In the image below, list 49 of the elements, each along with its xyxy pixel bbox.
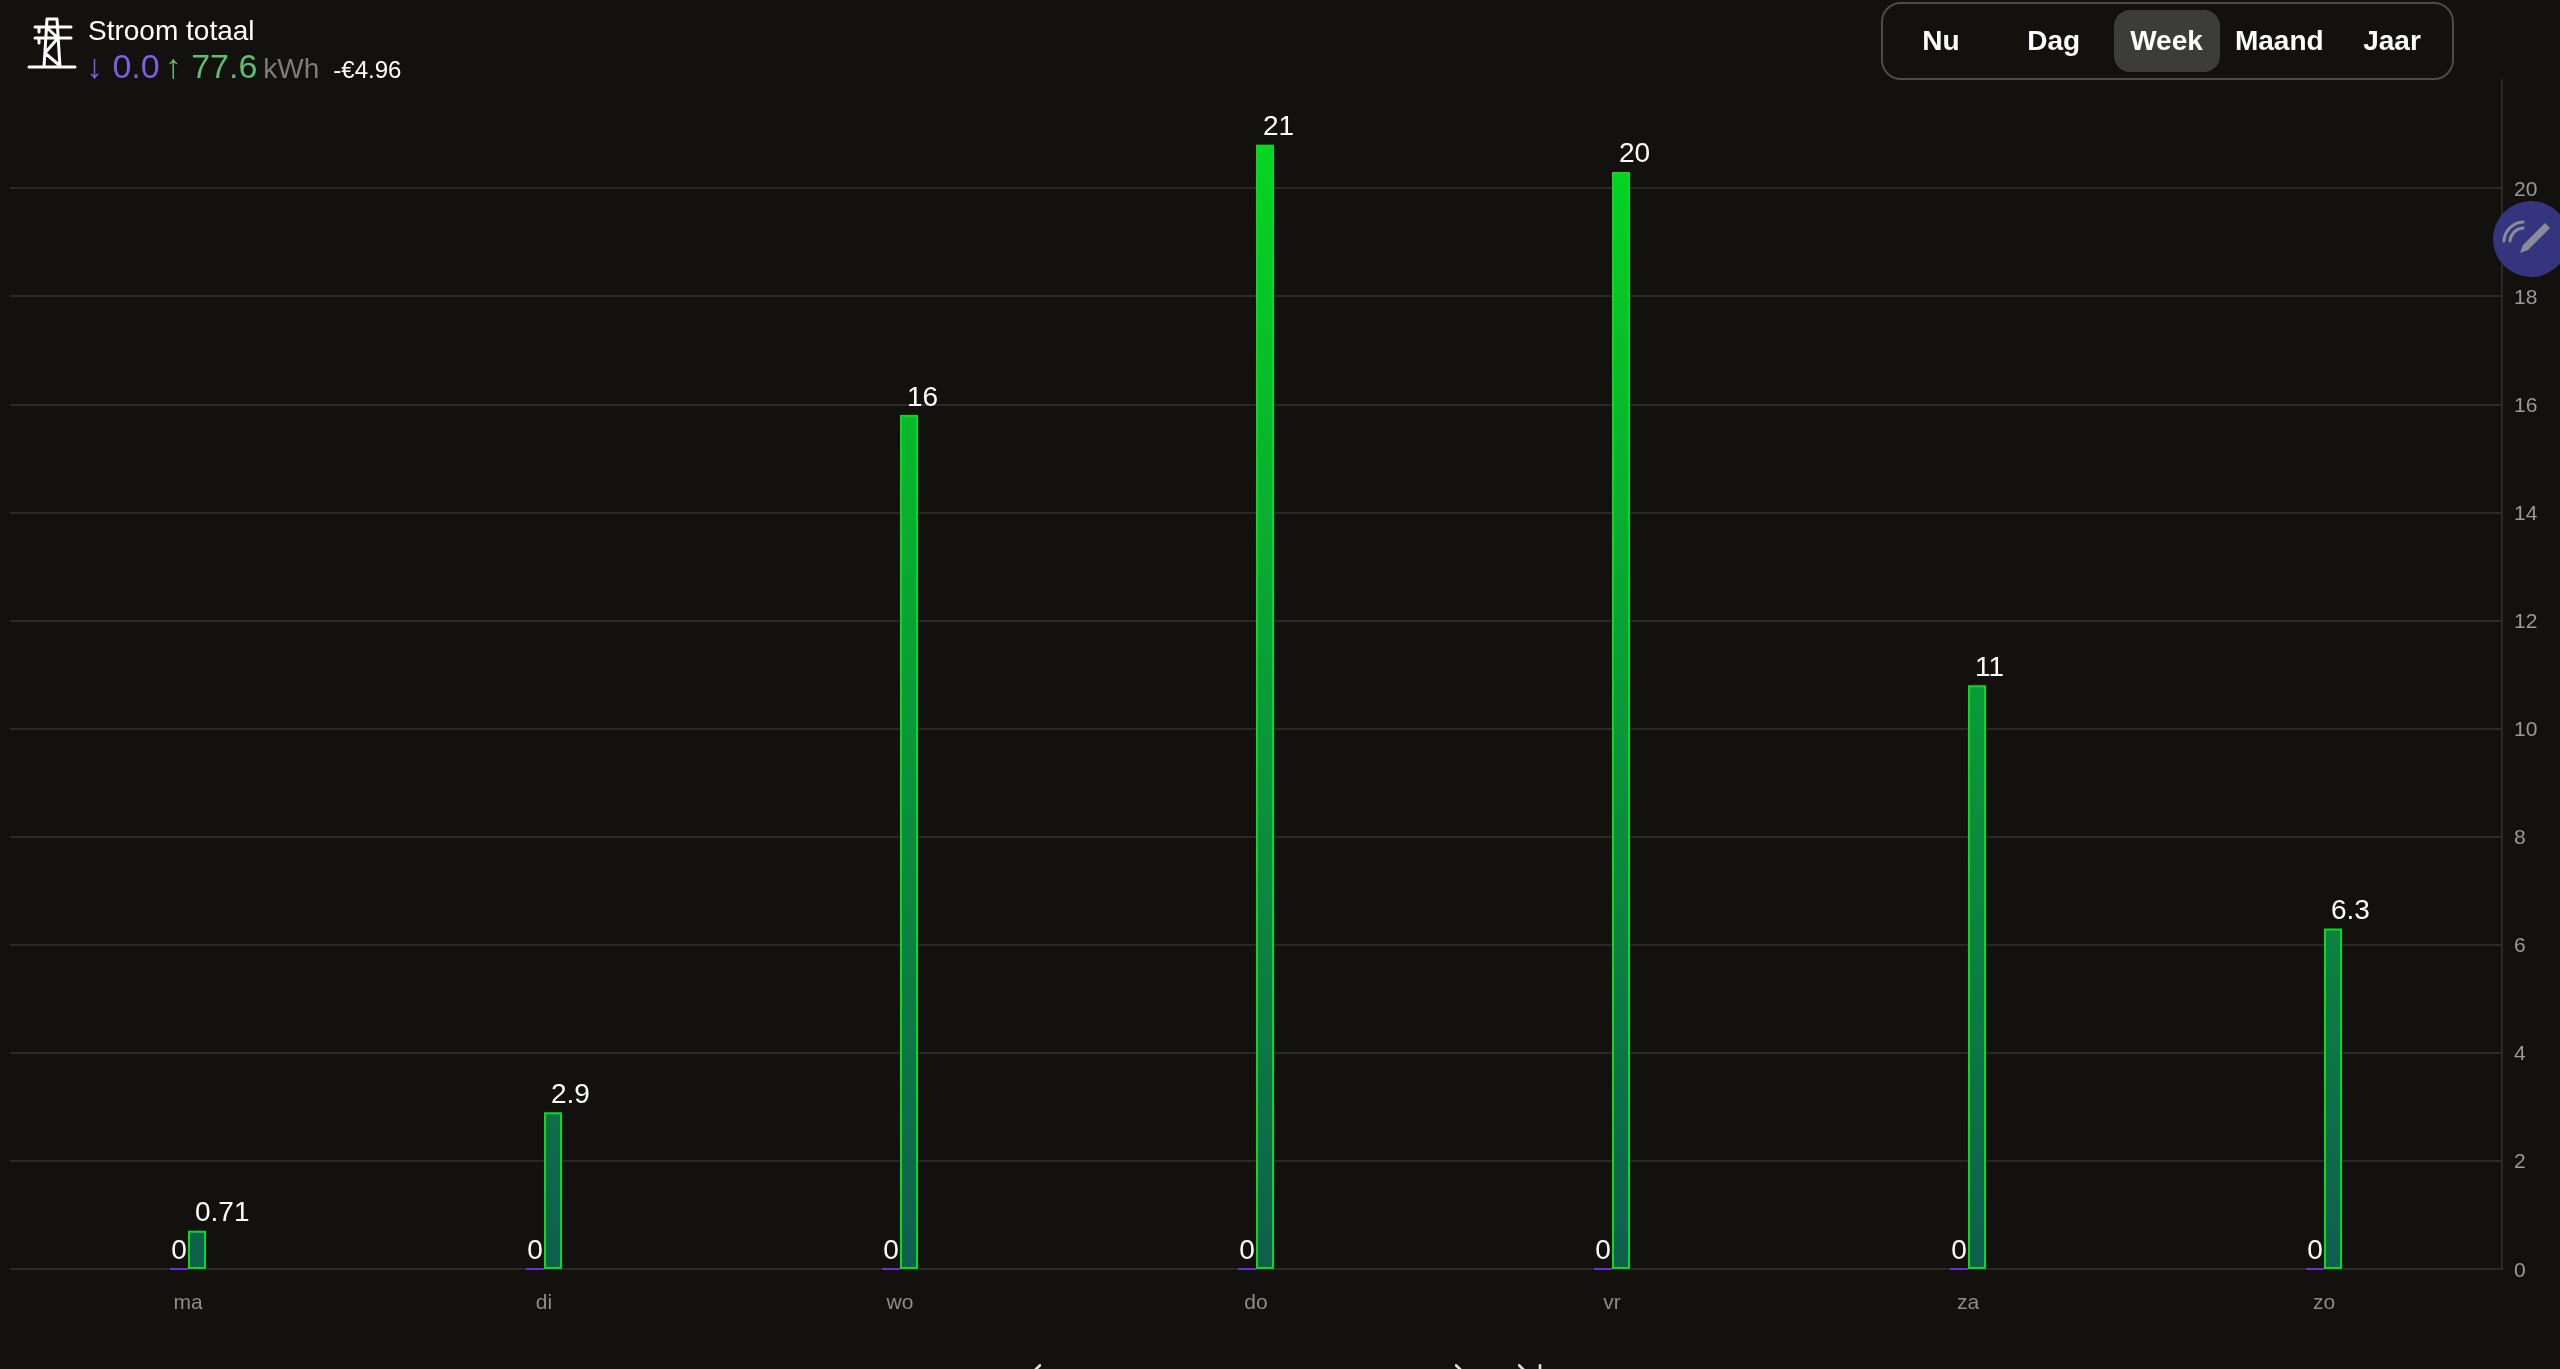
x-tick-label: za: [1956, 1290, 1980, 1313]
y-tick-label: 14: [2514, 500, 2538, 524]
data-label: 6.3: [2331, 894, 2370, 926]
bar: [1612, 171, 1630, 1269]
text: Jaar: [2362, 24, 2422, 58]
y-tick-label: 0: [2514, 1257, 2526, 1281]
data-label: 0: [527, 1233, 543, 1265]
bar: [1256, 144, 1274, 1269]
text: Maand: [2233, 24, 2325, 58]
x-tick-label: wo: [885, 1290, 914, 1313]
y-tick-label: 16: [2514, 392, 2538, 416]
annotation: ↑ 77.6: [164, 47, 258, 86]
data-label: 0: [1595, 1233, 1611, 1265]
bar: [2324, 928, 2342, 1269]
bar: [188, 1230, 206, 1269]
data-label: 0: [171, 1233, 187, 1265]
annotation: -€4.96: [333, 56, 402, 84]
text: Week: [2113, 10, 2220, 72]
annotation: kWh: [263, 53, 320, 85]
y-tick-label: 6: [2514, 933, 2526, 957]
data-label: 0: [1951, 1233, 1967, 1265]
text: Dag: [2026, 24, 2082, 58]
y-tick-label: 18: [2514, 284, 2538, 308]
bar: [900, 415, 918, 1269]
x-tick-label: do: [1244, 1290, 1268, 1313]
y-tick-label: 20: [2514, 176, 2538, 200]
y-tick-label: 8: [2514, 825, 2526, 849]
bar: [544, 1112, 562, 1269]
data-label: 0: [1239, 1233, 1255, 1265]
data-label: 16: [907, 380, 939, 412]
x-tick-label: vr: [1603, 1290, 1621, 1313]
data-label: 2.9: [551, 1077, 590, 1109]
data-label: 20: [1619, 137, 1651, 169]
data-label: 21: [1263, 110, 1295, 142]
data-label: 0: [2307, 1233, 2323, 1265]
y-tick-label: 12: [2514, 608, 2538, 632]
x-tick-label: ma: [173, 1290, 203, 1313]
x-tick-label: di: [535, 1290, 553, 1313]
data-label: 0: [883, 1233, 899, 1265]
text: Nu: [1921, 24, 1961, 58]
bar: [1968, 685, 1986, 1269]
data-label: 0.71: [195, 1196, 250, 1228]
data-label: 11: [1975, 650, 2005, 682]
y-tick-label: 10: [2514, 717, 2538, 741]
x-tick-label: zo: [2312, 1290, 2336, 1313]
chart-title: Stroom totaal: [88, 15, 255, 47]
y-tick-label: 2: [2514, 1149, 2526, 1173]
y-tick-label: 4: [2514, 1041, 2526, 1065]
annotation: ↓ 0.0: [86, 47, 160, 86]
